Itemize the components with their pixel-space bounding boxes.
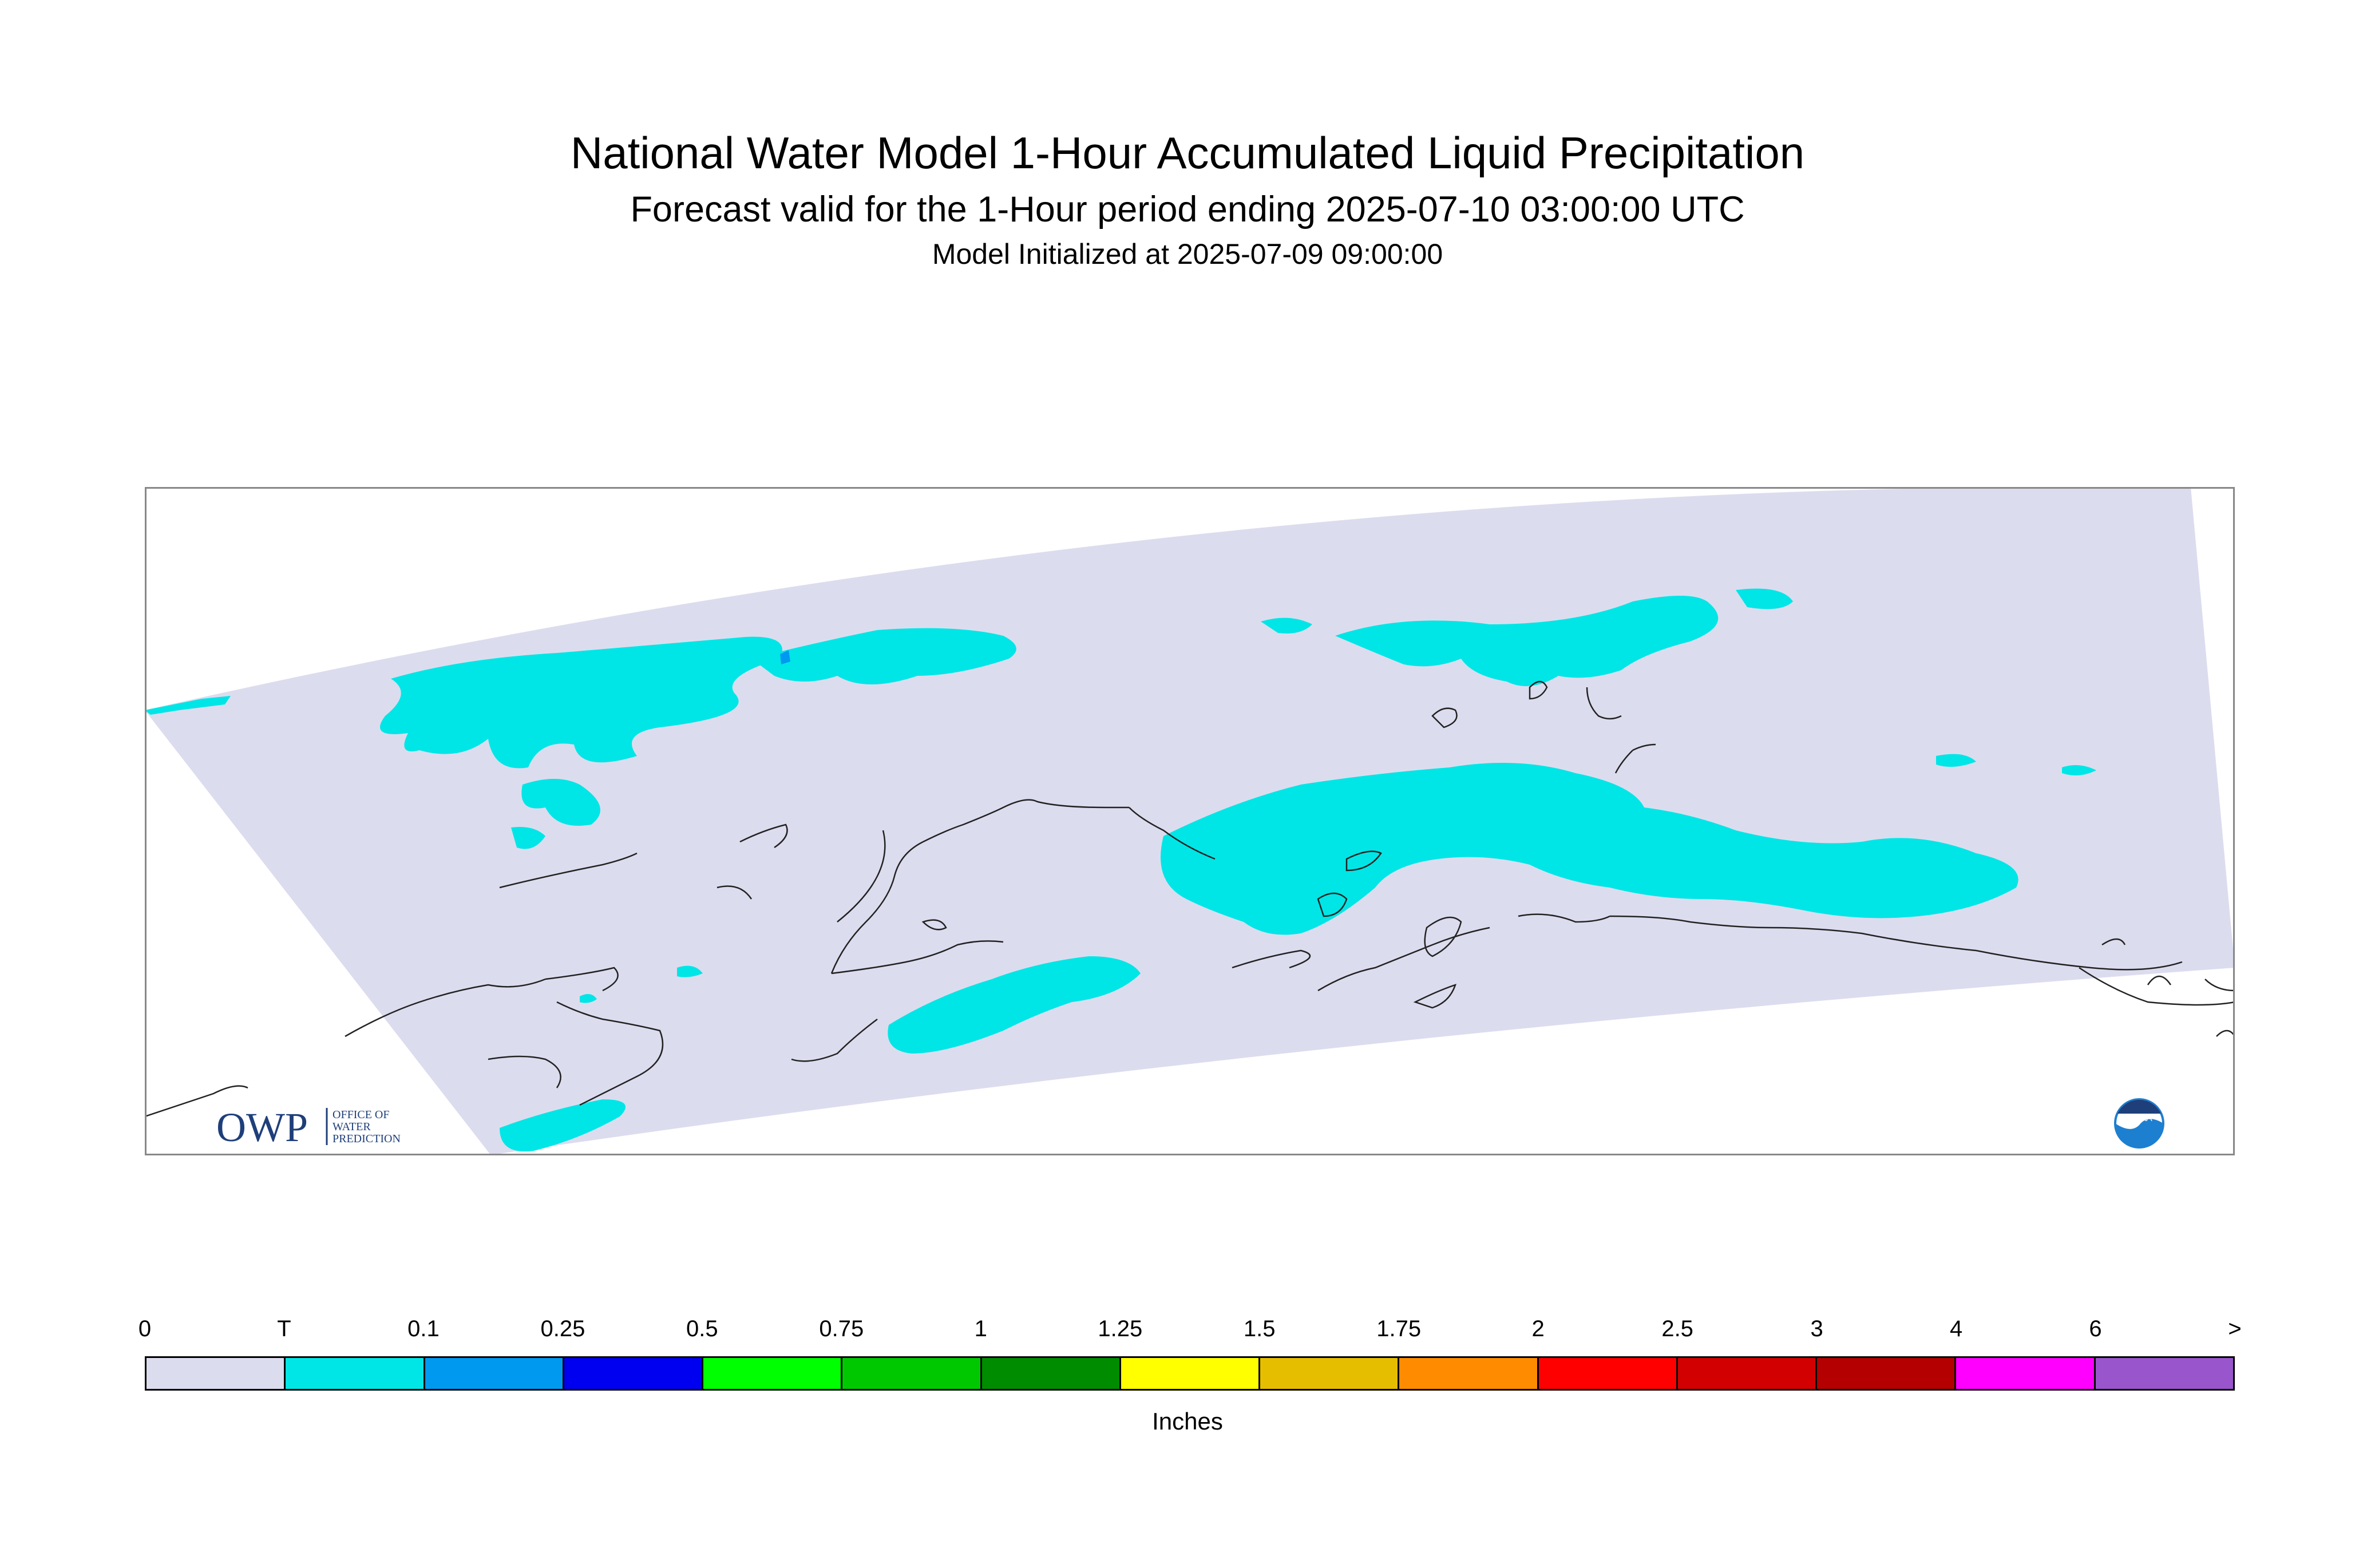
legend-label-0: 0 xyxy=(138,1316,152,1341)
legend-units: Inches xyxy=(1152,1408,1223,1435)
noaa-logo: NOAA xyxy=(2114,1098,2164,1149)
legend-label-10: 2 xyxy=(1531,1316,1545,1341)
trace-area-south-coast xyxy=(1161,763,2018,935)
legend-swatch-6 xyxy=(981,1358,1121,1389)
trace-area-west-edge xyxy=(145,696,231,715)
legend-label-5: 0.75 xyxy=(819,1316,864,1341)
coastline xyxy=(145,680,2235,1118)
legend-swatch-3 xyxy=(564,1358,704,1389)
svg-text:PREDICTION: PREDICTION xyxy=(332,1133,401,1145)
trace-precip-areas xyxy=(145,588,2096,1152)
legend-swatch-4 xyxy=(703,1358,843,1389)
trace-area-small-2 xyxy=(1261,617,1312,633)
svg-text:OFFICE OF: OFFICE OF xyxy=(332,1108,389,1121)
legend-swatch-5 xyxy=(842,1358,982,1389)
legend-label-7: 1.25 xyxy=(1098,1316,1143,1341)
legend-label-13: 4 xyxy=(1949,1316,1963,1341)
legend-label-4: 0.5 xyxy=(686,1316,718,1341)
trace-area-small-4 xyxy=(2062,765,2096,775)
legend-label-6: 1 xyxy=(974,1316,987,1341)
legend-label-11: 2.5 xyxy=(1661,1316,1693,1341)
legend-swatch-1 xyxy=(286,1358,425,1389)
trace-area-northwest-b xyxy=(521,779,600,826)
legend-swatch-0 xyxy=(147,1358,286,1389)
legend-swatch-14 xyxy=(2095,1358,2233,1389)
legend-label-12: 3 xyxy=(1810,1316,1823,1341)
svg-text:NOAA: NOAA xyxy=(2126,1114,2152,1123)
trace-area-small-3 xyxy=(1936,754,1976,767)
legend-label-9: 1.75 xyxy=(1376,1316,1422,1341)
legend-label-1: T xyxy=(277,1316,291,1341)
legend-swatch-12 xyxy=(1817,1358,1957,1389)
map-subtitle: Forecast valid for the 1-Hour period end… xyxy=(630,189,1745,229)
map-title: National Water Model 1-Hour Accumulated … xyxy=(570,128,1805,178)
legend-label-2: 0.1 xyxy=(407,1316,440,1341)
owp-logo: OWP OFFICE OF WATER PREDICTION xyxy=(216,1104,401,1150)
trace-area-tiny-2 xyxy=(677,965,703,977)
model-init-time: Model Initialized at 2025-07-09 09:00:00 xyxy=(932,238,1443,270)
trace-area-ne-small xyxy=(1736,588,1793,609)
legend-label-14: 6 xyxy=(2089,1316,2102,1341)
svg-text:WATER: WATER xyxy=(332,1120,371,1133)
legend-colorbar xyxy=(145,1356,2235,1391)
legend-swatch-2 xyxy=(425,1358,564,1389)
legend-swatch-11 xyxy=(1677,1358,1818,1389)
legend-swatch-8 xyxy=(1260,1358,1400,1389)
light-precip-spot xyxy=(780,650,790,664)
legend-swatch-7 xyxy=(1121,1358,1261,1389)
trace-area-peninsula xyxy=(888,956,1141,1054)
legend-swatch-13 xyxy=(1956,1358,2096,1389)
model-domain xyxy=(145,487,2235,1155)
map-frame xyxy=(145,487,2235,1155)
svg-text:OWP: OWP xyxy=(216,1104,308,1150)
trace-area-small-1 xyxy=(511,827,545,849)
legend-label-8: 1.5 xyxy=(1243,1316,1276,1341)
precipitation-map: OWP OFFICE OF WATER PREDICTION NOAA xyxy=(145,487,2235,1155)
trace-area-tiny-1 xyxy=(580,994,597,1003)
legend-swatch-9 xyxy=(1399,1358,1539,1389)
trace-area-north-center xyxy=(751,628,1016,684)
trace-area-northeast xyxy=(1335,596,1719,686)
legend-label-3: 0.25 xyxy=(540,1316,585,1341)
trace-area-sw xyxy=(500,1099,626,1152)
legend-swatch-10 xyxy=(1538,1358,1678,1389)
legend-tick-labels: 0 T 0.1 0.25 0.5 0.75 1 1.25 1.5 1.75 2 2.5 3 4 6 > xyxy=(138,1316,2242,1351)
trace-area-northwest xyxy=(380,636,782,769)
legend-label-15: > xyxy=(2228,1316,2242,1341)
